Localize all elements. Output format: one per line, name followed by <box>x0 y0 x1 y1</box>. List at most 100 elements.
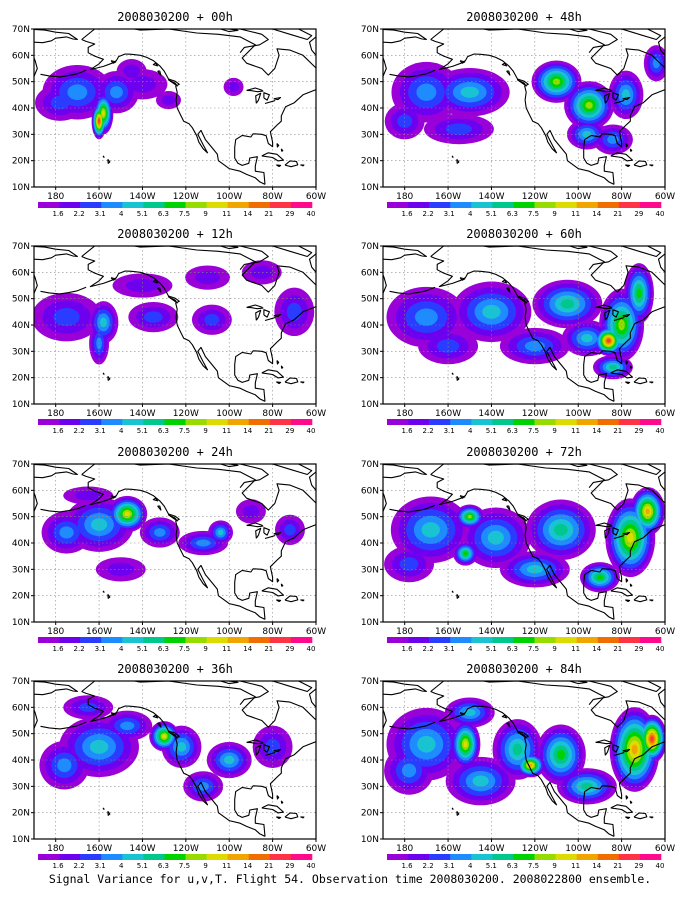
lon-tick-label: 120W <box>522 844 548 854</box>
colorbar-label: 11 <box>222 210 231 218</box>
colorbar-swatch <box>387 202 409 208</box>
lat-tick-label: 50N <box>361 295 379 305</box>
panel-title: 2008030200 + 00h <box>117 10 233 24</box>
lat-tick-label: 50N <box>12 513 30 523</box>
colorbar-swatch <box>227 202 250 208</box>
lat-tick-label: 20N <box>12 157 30 167</box>
colorbar-label: 1.6 <box>401 427 413 435</box>
lat-tick-label: 30N <box>361 130 379 140</box>
signal-contour <box>607 339 611 343</box>
lon-tick-label: 180 <box>47 844 64 854</box>
signal-contour <box>126 278 159 293</box>
signal-field <box>34 246 316 404</box>
lat-tick-label: 40N <box>12 104 30 114</box>
signal-contour <box>74 490 102 501</box>
colorbar-label: 2.2 <box>74 862 85 870</box>
colorbar-label: 14 <box>592 427 601 435</box>
colorbar: 1.6 2.2 3.1 4 5.1 6.3 7.5 9 11 14 21 29 40 <box>387 419 664 435</box>
colorbar: 1.6 2.2 3.1 4 5.1 6.3 7.5 9 11 14 21 29 40 <box>38 202 315 218</box>
colorbar-swatch <box>101 419 123 425</box>
lon-tick-label: 80W <box>611 627 631 637</box>
lon-tick-label: 160W <box>435 844 461 854</box>
lon-tick-label: 140W <box>129 192 155 202</box>
colorbar-label: 3.1 <box>95 862 106 870</box>
lat-tick-label: 20N <box>12 809 30 819</box>
colorbar-label: 6.3 <box>158 210 169 218</box>
colorbar-swatch <box>101 854 123 860</box>
lat-tick-label: 40N <box>12 321 30 331</box>
lat-tick-label: 30N <box>12 347 30 357</box>
colorbar-swatch <box>143 419 165 425</box>
colorbar-label: 4 <box>119 645 124 653</box>
map-panel-72h: 2008030200 + 72h 10N 20N 30N 40N 50N 60N 70N 180… <box>361 445 675 653</box>
signal-contour <box>124 511 130 517</box>
colorbar-label: 6.3 <box>158 645 169 653</box>
colorbar-swatch <box>408 637 430 643</box>
colorbar-swatch <box>290 419 313 425</box>
lon-tick-label: 180 <box>47 192 64 202</box>
signal-contour <box>596 574 604 580</box>
colorbar-swatch <box>185 854 207 860</box>
colorbar-swatch <box>576 419 599 425</box>
colorbar-swatch <box>80 202 102 208</box>
lat-tick-label: 30N <box>361 347 379 357</box>
lon-tick-label: 160W <box>435 409 461 419</box>
lon-tick-label: 100W <box>565 627 591 637</box>
lon-tick-label: 100W <box>565 192 591 202</box>
signal-contour <box>585 101 593 109</box>
colorbar-label: 9 <box>203 210 207 218</box>
colorbar-label: 21 <box>264 645 273 653</box>
lon-tick-label: 60W <box>655 409 675 419</box>
signal-contour <box>401 763 417 778</box>
colorbar-label: 2.2 <box>74 427 85 435</box>
lon-tick-label: 160W <box>435 192 461 202</box>
lon-tick-label: 180 <box>396 844 413 854</box>
panel-title: 2008030200 + 60h <box>466 227 582 241</box>
colorbar-label: 29 <box>285 645 294 653</box>
colorbar-swatch <box>185 419 207 425</box>
colorbar-label: 5.1 <box>486 427 497 435</box>
colorbar-label: 3.1 <box>95 210 106 218</box>
colorbar-swatch <box>122 202 144 208</box>
lon-tick-label: 60W <box>655 844 675 854</box>
lat-tick-label: 30N <box>12 130 30 140</box>
colorbar-swatch <box>597 854 620 860</box>
colorbar-swatch <box>59 637 81 643</box>
colorbar-swatch <box>471 854 493 860</box>
colorbar-label: 5.1 <box>137 862 148 870</box>
lon-tick-label: 80W <box>262 844 282 854</box>
lat-tick-label: 50N <box>12 730 30 740</box>
lat-tick-label: 60N <box>12 486 30 496</box>
colorbar-swatch <box>429 854 451 860</box>
colorbar-label: 7.5 <box>528 862 539 870</box>
colorbar-swatch <box>408 202 430 208</box>
figure-caption: Signal Variance for u,v,T. Flight 54. Ob… <box>48 872 652 886</box>
signal-contour <box>556 749 566 760</box>
colorbar-swatch <box>59 854 81 860</box>
colorbar-swatch <box>185 637 207 643</box>
lat-tick-label: 20N <box>361 592 379 602</box>
colorbar-label: 21 <box>613 210 622 218</box>
colorbar-label: 7.5 <box>528 210 539 218</box>
lat-tick-label: 40N <box>361 539 379 549</box>
colorbar-swatch <box>38 854 60 860</box>
coastlines <box>34 681 316 837</box>
colorbar-swatch <box>387 637 409 643</box>
colorbar-swatch <box>80 419 102 425</box>
lat-tick-label: 10N <box>361 400 379 410</box>
signal-contour <box>250 265 273 279</box>
lon-tick-label: 100W <box>216 192 242 202</box>
colorbar-label: 9 <box>203 427 207 435</box>
signal-contour <box>487 530 504 545</box>
lat-tick-label: 70N <box>361 242 379 252</box>
colorbar-label: 9 <box>203 645 207 653</box>
colorbar-swatch <box>164 637 186 643</box>
signal-contour <box>645 508 650 515</box>
lon-tick-label: 60W <box>655 627 675 637</box>
colorbar-label: 40 <box>655 427 664 435</box>
colorbar-swatch <box>269 202 292 208</box>
lon-tick-label: 180 <box>47 409 64 419</box>
lon-tick-label: 140W <box>129 627 155 637</box>
colorbar-label: 1.6 <box>52 862 64 870</box>
colorbar-label: 5.1 <box>137 427 148 435</box>
